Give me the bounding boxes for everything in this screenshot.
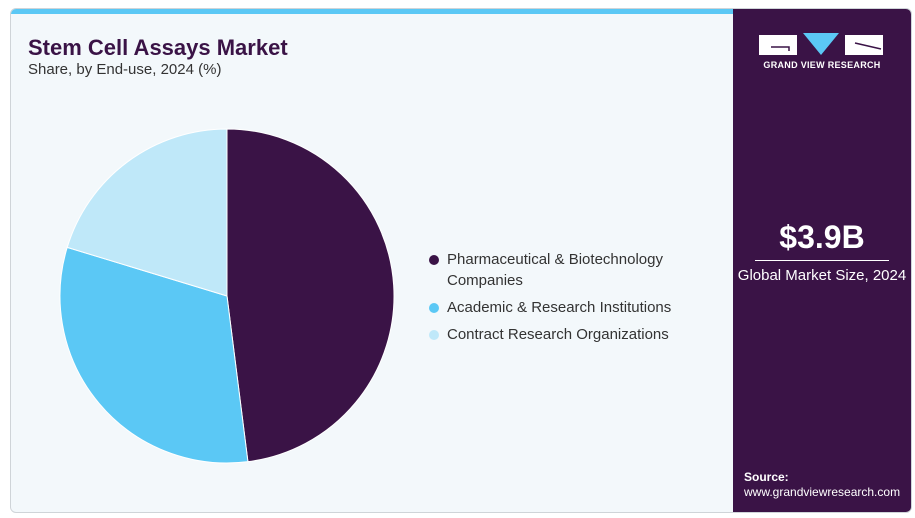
legend-item: Pharmaceutical & Biotechnology Companies	[429, 249, 687, 291]
legend-item: Academic & Research Institutions	[429, 297, 687, 318]
chart-subtitle: Share, by End-use, 2024 (%)	[28, 61, 222, 78]
legend-item: Contract Research Organizations	[429, 324, 687, 345]
divider	[755, 260, 889, 261]
legend-label: Contract Research Organizations	[447, 326, 669, 343]
legend-swatch	[429, 303, 439, 313]
market-size-value: $3.9B	[779, 219, 865, 255]
legend: Pharmaceutical & Biotechnology Companies…	[429, 249, 687, 351]
source-label: Source:	[744, 470, 789, 484]
accent-bar	[11, 9, 733, 14]
summary-panel: GRAND VIEW RESEARCH $3.9B Global Market …	[733, 9, 911, 512]
legend-swatch	[429, 330, 439, 340]
market-size-label: Global Market Size, 2024	[737, 267, 907, 284]
pie-slice-0	[226, 128, 395, 463]
legend-swatch	[429, 255, 439, 265]
source: Source: www.grandviewresearch.com	[744, 470, 900, 500]
brand-logo	[759, 33, 883, 55]
legend-label: Pharmaceutical & Biotechnology Companies	[447, 251, 663, 289]
brand-name: GRAND VIEW RESEARCH	[763, 60, 881, 70]
source-url[interactable]: www.grandviewresearch.com	[744, 485, 901, 499]
legend-label: Academic & Research Institutions	[447, 299, 672, 316]
chart-title: Stem Cell Assays Market	[28, 35, 288, 60]
pie-slice-1	[59, 246, 249, 464]
pie-slice-2	[66, 128, 228, 297]
